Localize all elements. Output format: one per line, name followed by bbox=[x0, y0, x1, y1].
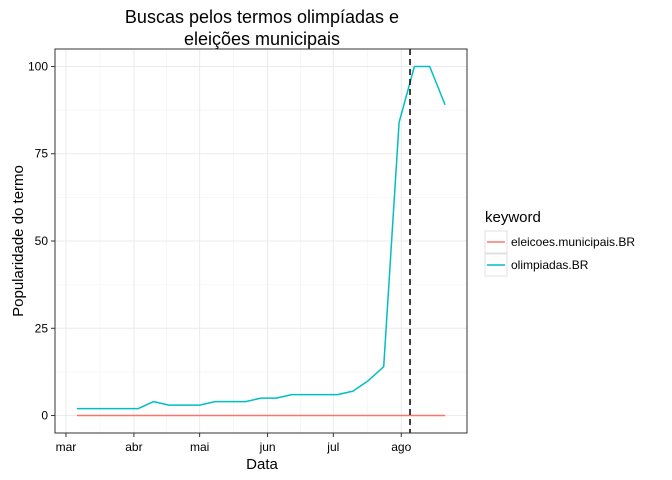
data-point bbox=[306, 393, 308, 395]
series-layer bbox=[76, 65, 446, 417]
data-point bbox=[122, 407, 124, 409]
x-axis: mar abr mai jun jul ago bbox=[56, 433, 412, 454]
x-tick-label: ago bbox=[391, 440, 411, 454]
data-point bbox=[106, 407, 108, 409]
x-tick-label: abr bbox=[125, 440, 142, 454]
chart-title-line-2: eleições municipais bbox=[184, 29, 340, 49]
data-point bbox=[398, 121, 400, 123]
x-tick-label: jun bbox=[259, 440, 276, 454]
data-point bbox=[444, 414, 446, 416]
chart-title-line-1: Buscas pelos termos olimpíadas e bbox=[125, 7, 399, 27]
data-point bbox=[352, 390, 354, 392]
data-point bbox=[168, 404, 170, 406]
data-point bbox=[290, 393, 292, 395]
data-point bbox=[321, 393, 323, 395]
data-point bbox=[198, 404, 200, 406]
data-point bbox=[275, 397, 277, 399]
series-line-olimpiadas.BR bbox=[76, 65, 446, 410]
y-axis: 0 25 50 75 100 bbox=[28, 59, 55, 423]
y-tick-label: 0 bbox=[41, 409, 48, 423]
data-point bbox=[137, 407, 139, 409]
data-point bbox=[229, 400, 231, 402]
data-point bbox=[183, 404, 185, 406]
x-tick-label: mar bbox=[56, 440, 77, 454]
y-tick-label: 100 bbox=[28, 59, 48, 73]
data-point bbox=[383, 365, 385, 367]
data-point bbox=[214, 400, 216, 402]
x-axis-title: Data bbox=[246, 456, 278, 473]
data-point bbox=[76, 414, 78, 416]
data-point bbox=[413, 65, 415, 67]
y-tick-label: 50 bbox=[35, 234, 49, 248]
y-tick-label: 25 bbox=[35, 321, 49, 335]
data-point bbox=[244, 400, 246, 402]
data-point bbox=[260, 397, 262, 399]
data-point bbox=[91, 407, 93, 409]
y-tick-label: 75 bbox=[35, 147, 49, 161]
legend-label: eleicoes.municipais.BR bbox=[511, 235, 635, 249]
data-point bbox=[152, 400, 154, 402]
x-tick-label: jul bbox=[326, 440, 339, 454]
data-point bbox=[76, 407, 78, 409]
x-tick-label: mai bbox=[190, 440, 209, 454]
legend-title: keyword bbox=[485, 209, 541, 226]
data-point bbox=[367, 379, 369, 381]
y-axis-title: Popularidade do termo bbox=[10, 165, 27, 317]
data-point bbox=[429, 65, 431, 67]
legend: keyword eleicoes.municipais.BR olimpiadas… bbox=[484, 209, 635, 277]
data-point bbox=[337, 393, 339, 395]
legend-label: olimpiadas.BR bbox=[511, 258, 589, 272]
data-point bbox=[444, 104, 446, 106]
